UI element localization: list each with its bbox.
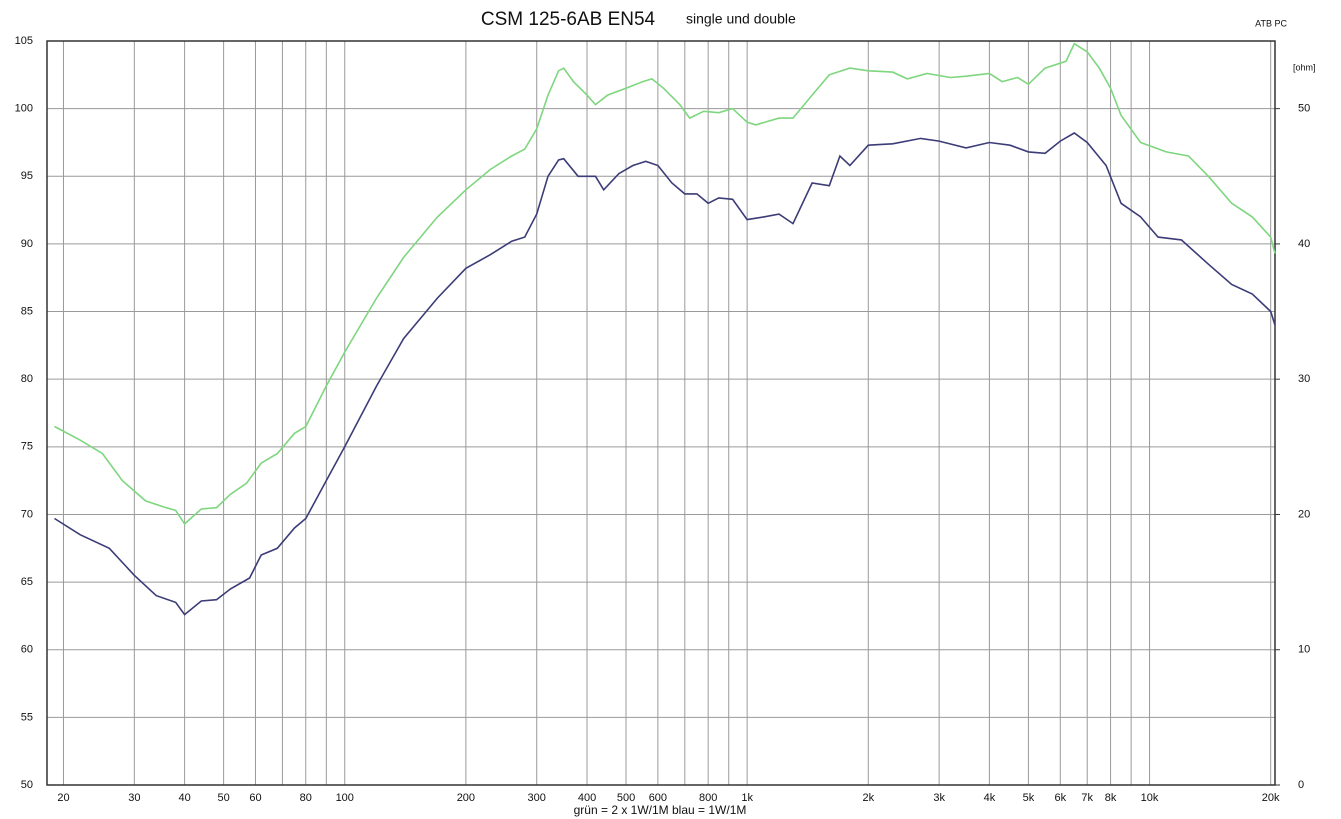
x-tick-label: 80: [300, 792, 312, 804]
y-tick-label: 50: [21, 779, 33, 791]
x-tick-label: 2k: [862, 792, 874, 804]
x-tick-label: 500: [617, 792, 635, 804]
y-tick-label: 105: [15, 35, 33, 47]
x-tick-label: 400: [578, 792, 596, 804]
y-tick-label: 65: [21, 576, 33, 588]
corner-label: ATB PC: [1255, 18, 1287, 28]
x-tick-label: 5k: [1023, 792, 1035, 804]
x-tick-label: 60: [249, 792, 261, 804]
x-tick-label: 1k: [741, 792, 753, 804]
x-tick-label: 20k: [1262, 792, 1280, 804]
y2-tick-label: 20: [1298, 508, 1310, 520]
x-tick-label: 3k: [933, 792, 945, 804]
plot-area: [47, 41, 1275, 785]
y-tick-label: 100: [15, 103, 33, 115]
x-tick-label: 600: [649, 792, 667, 804]
x-axis-label: grün = 2 x 1W/1M blau = 1W/1M: [574, 803, 747, 817]
x-tick-label: 800: [699, 792, 717, 804]
y2-tick-label: 0: [1298, 779, 1304, 791]
y-tick-label: 95: [21, 170, 33, 182]
x-tick-label: 100: [336, 792, 354, 804]
y-tick-label: 60: [21, 644, 33, 656]
series-line: [54, 132, 1276, 616]
plot-frame: [46, 40, 1276, 786]
y2-tick-label: 30: [1298, 373, 1310, 385]
y-tick-label: 75: [21, 441, 33, 453]
x-tick-label: 20: [57, 792, 69, 804]
y2-axis-label: [ohm]: [1293, 62, 1316, 72]
x-tick-label: 300: [528, 792, 546, 804]
y-tick-label: 55: [21, 711, 33, 723]
x-tick-label: 7k: [1081, 792, 1093, 804]
x-tick-label: 200: [457, 792, 475, 804]
y-tick-label: 90: [21, 238, 33, 250]
x-tick-label: 6k: [1054, 792, 1066, 804]
y-tick-label: 85: [21, 305, 33, 317]
chart-title: CSM 125-6AB EN54: [481, 9, 656, 30]
y2-tick-label: 40: [1298, 238, 1310, 250]
x-tick-label: 30: [128, 792, 140, 804]
x-tick-label: 8k: [1105, 792, 1117, 804]
y2-tick-label: 50: [1298, 103, 1310, 115]
series-line: [54, 42, 1276, 526]
x-tick-label: 4k: [984, 792, 996, 804]
y2-tick-label: 10: [1298, 644, 1310, 656]
x-tick-label: 10k: [1141, 792, 1159, 804]
chart-subtitle: single und double: [686, 11, 796, 27]
x-tick-label: 40: [178, 792, 190, 804]
y-tick-label: 70: [21, 508, 33, 520]
x-tick-label: 50: [217, 792, 229, 804]
y-tick-label: 80: [21, 373, 33, 385]
